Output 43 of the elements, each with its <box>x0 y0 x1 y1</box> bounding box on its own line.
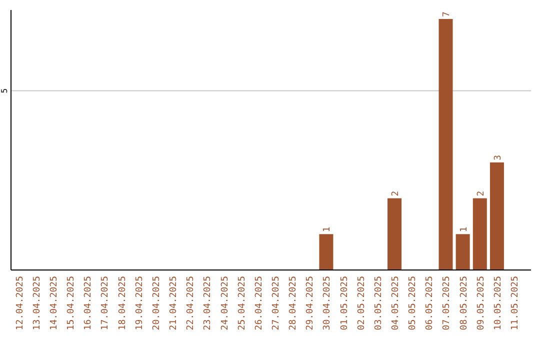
x-tick-label: 23.04.2025 <box>203 276 214 330</box>
x-tick-label: 22.04.2025 <box>186 276 196 330</box>
x-tick-label: 03.05.2025 <box>374 276 384 330</box>
ref-line-label: 5 <box>0 88 9 94</box>
x-tick-label: 15.04.2025 <box>66 276 77 330</box>
x-tick-label: 07.05.2025 <box>442 276 452 330</box>
bar <box>490 162 504 270</box>
x-tick-label: 09.05.2025 <box>476 276 486 330</box>
data-label: 7 <box>442 12 452 17</box>
x-tick-label: 20.04.2025 <box>152 276 162 330</box>
bar <box>438 18 453 270</box>
x-tick-label: 08.05.2025 <box>459 276 470 330</box>
x-tick-label: 17.04.2025 <box>100 276 111 330</box>
x-tick-label: 26.04.2025 <box>254 276 264 330</box>
x-tick-label: 21.04.2025 <box>169 276 180 330</box>
x-tick-label: 25.04.2025 <box>237 276 248 330</box>
x-tick-label: 29.04.2025 <box>306 276 316 330</box>
bar <box>319 234 334 270</box>
x-tick-label: 02.05.2025 <box>356 276 367 330</box>
x-tick-label: 14.04.2025 <box>50 276 60 330</box>
x-tick-label: 12.04.2025 <box>15 276 26 330</box>
data-label: 1 <box>322 226 333 232</box>
x-tick-label: 27.04.2025 <box>271 276 282 330</box>
bar <box>456 234 470 270</box>
data-label: 3 <box>493 154 504 160</box>
x-tick-label: 18.04.2025 <box>118 276 128 330</box>
data-label: 2 <box>391 190 402 196</box>
data-label: 1 <box>459 226 470 232</box>
bar <box>472 198 487 270</box>
x-tick-label: 24.04.2025 <box>220 276 230 330</box>
x-tick-label: 10.05.2025 <box>493 276 504 330</box>
x-tick-label: 06.05.2025 <box>425 276 436 330</box>
x-tick-label: 05.05.2025 <box>408 276 418 330</box>
x-tick-label: 30.04.2025 <box>322 276 333 330</box>
x-tick-label: 16.04.2025 <box>84 276 94 330</box>
data-label: 2 <box>476 190 486 196</box>
x-tick-label: 28.04.2025 <box>288 276 299 330</box>
x-tick-label: 01.05.2025 <box>340 276 350 330</box>
x-tick-label: 13.04.2025 <box>32 276 42 330</box>
x-tick-label: 19.04.2025 <box>134 276 145 330</box>
bar <box>388 198 402 270</box>
x-tick-label: 04.05.2025 <box>391 276 402 330</box>
x-tick-label: 11.05.2025 <box>510 276 521 330</box>
